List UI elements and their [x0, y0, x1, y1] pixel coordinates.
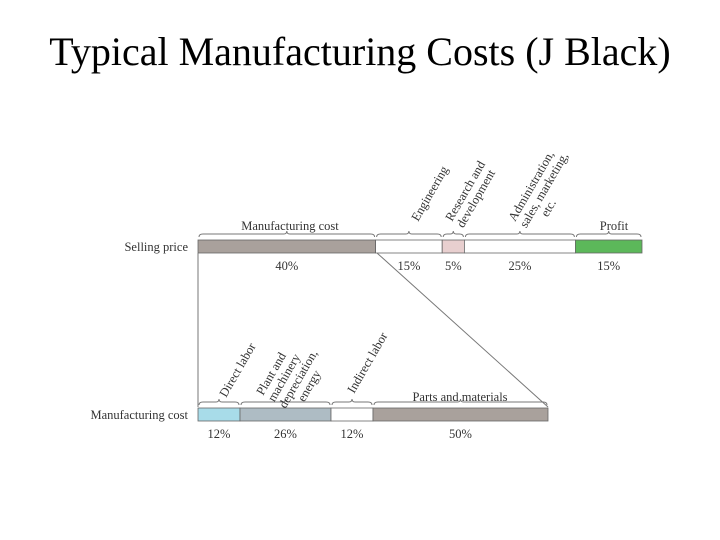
brace: [575, 230, 642, 238]
brace: [376, 230, 442, 238]
brace: [373, 398, 548, 406]
segment-profit: [575, 239, 643, 254]
pct-profit: 15%: [597, 259, 620, 273]
bottom-bar: [197, 407, 549, 422]
brace: [464, 230, 575, 238]
segment-parts-materials: [372, 407, 549, 422]
brace: [198, 398, 240, 406]
pct-direct-labor: 12%: [208, 427, 231, 441]
pct-manufacturing: 40%: [275, 259, 298, 273]
plant-rotated-label: Plant and machinery depreciation, energy: [253, 347, 324, 410]
brace: [240, 398, 331, 406]
administration-rotated-label: Administration, sales, marketing, etc.: [505, 148, 571, 230]
brace: [331, 398, 373, 406]
pct-research: 5%: [445, 259, 462, 273]
brace: [442, 230, 464, 238]
research-rotated-label: Research and development: [442, 158, 498, 230]
pct-indirect: 12%: [341, 427, 364, 441]
segment-manufacturing-cost: [197, 239, 377, 254]
selling-price-label: Selling price: [124, 240, 188, 254]
segment-administration: [463, 239, 576, 254]
profit-group-label: Profit: [600, 219, 629, 233]
top-braces: [198, 230, 642, 238]
pct-administration: 25%: [508, 259, 531, 273]
segment-indirect-labor: [330, 407, 374, 422]
brace: [198, 230, 376, 238]
parts-materials-group-label: Parts and materials: [412, 390, 507, 404]
indirect-labor-rotated-label: Indirect labor: [344, 329, 390, 395]
slide-title: Typical Manufacturing Costs (J Black): [49, 29, 671, 74]
pct-parts: 50%: [449, 427, 472, 441]
manufacturing-cost-row-label: Manufacturing cost: [90, 408, 188, 422]
manufacturing-cost-group-label: Manufacturing cost: [241, 219, 339, 233]
top-bar: [197, 239, 643, 254]
pct-plant: 26%: [274, 427, 297, 441]
segment-direct-labor: [197, 407, 241, 422]
pct-engineering: 15%: [397, 259, 420, 273]
segment-research-development: [441, 239, 465, 254]
connector-right: [376, 252, 549, 408]
bottom-braces: [198, 398, 548, 406]
segment-engineering: [375, 239, 443, 254]
